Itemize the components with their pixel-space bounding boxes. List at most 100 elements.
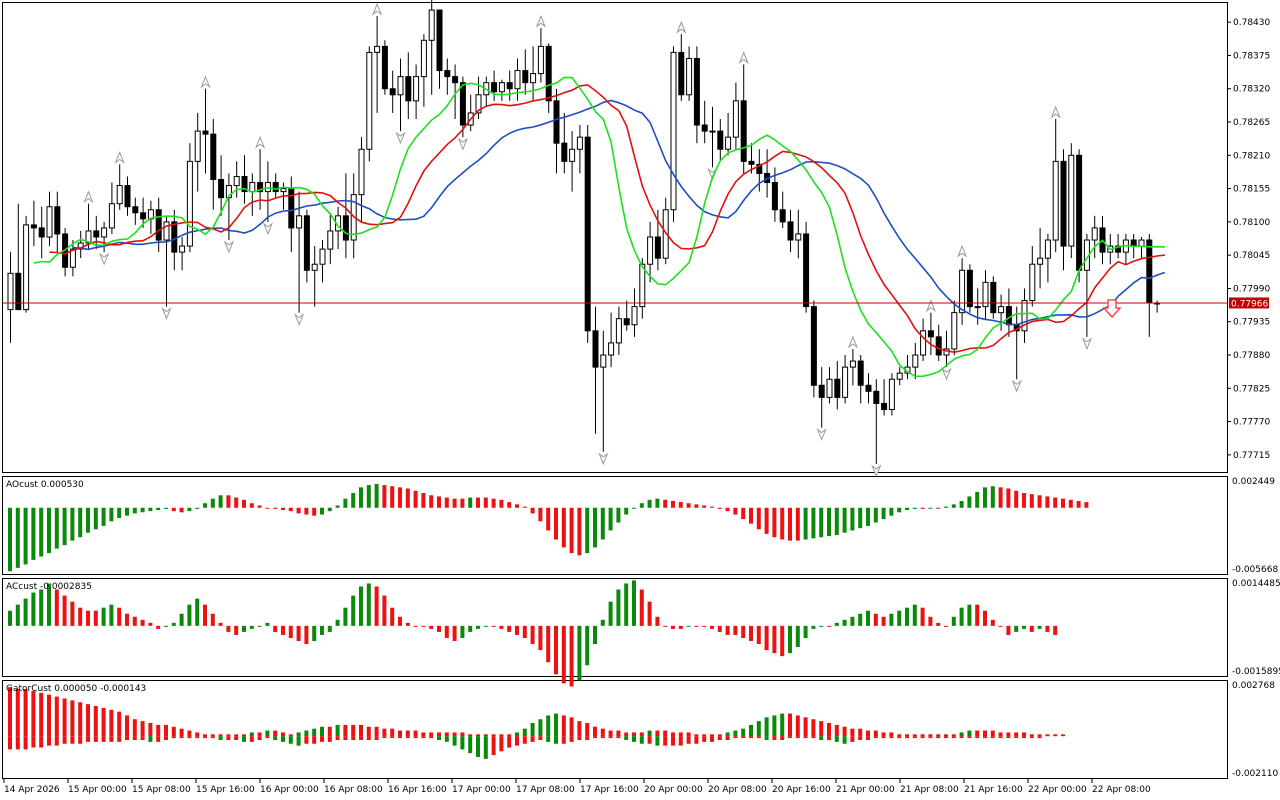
- histogram-bar: [608, 601, 613, 626]
- gator-lower-bar: [210, 736, 215, 739]
- histogram-bar: [125, 613, 129, 626]
- candle-body: [257, 182, 264, 193]
- histogram-bar: [483, 625, 488, 627]
- gator-lower-bar: [725, 736, 730, 740]
- candle-body: [210, 133, 217, 181]
- gator-upper-bar: [967, 730, 972, 737]
- candle-body: [725, 136, 732, 150]
- gator-lower-bar: [577, 736, 582, 740]
- gator-upper-bar: [819, 721, 824, 737]
- histogram-bar: [242, 625, 246, 632]
- ao-indicator-pane[interactable]: [2, 476, 1228, 575]
- gator-upper-bar: [850, 728, 855, 737]
- histogram-bar: [624, 507, 629, 515]
- gator-lower-bar: [741, 736, 746, 739]
- histogram-bar: [522, 625, 527, 638]
- gator-lower-bar: [897, 736, 902, 739]
- time-tick-label: 14 Apr 2026: [4, 785, 60, 795]
- gator-lower-bar: [538, 736, 543, 740]
- candle-body: [803, 233, 810, 308]
- gator-upper-bar: [93, 706, 98, 737]
- fractal-up-icon: [676, 20, 687, 34]
- time-tick-label: 21 Apr 16:00: [964, 785, 1023, 795]
- histogram-bar: [437, 625, 441, 632]
- candle: [998, 294, 1005, 331]
- histogram-bar: [359, 586, 363, 626]
- histogram-bar: [897, 507, 902, 513]
- gator-upper-bar: [881, 732, 886, 737]
- gator-lower-bar: [975, 736, 980, 739]
- gator-lower-bar: [967, 736, 972, 739]
- histogram-bar: [655, 498, 660, 508]
- candle: [163, 215, 170, 307]
- candle-body: [54, 206, 61, 235]
- candle: [342, 173, 349, 259]
- histogram-bar: [164, 625, 168, 627]
- histogram-bar: [858, 507, 863, 529]
- histogram-bar: [320, 625, 324, 635]
- ac-indicator-pane[interactable]: [2, 578, 1228, 677]
- gator-upper-bar: [834, 724, 839, 737]
- gator-lower-bar: [468, 736, 473, 754]
- gator-upper-bar: [1045, 734, 1050, 737]
- candle-body: [179, 245, 186, 253]
- gator-lower-bar: [288, 736, 293, 744]
- histogram-bar: [554, 625, 558, 675]
- candle-body: [686, 57, 693, 96]
- gator-upper-bar: [756, 721, 761, 737]
- candle: [506, 70, 513, 101]
- histogram-bar: [1014, 490, 1019, 508]
- histogram-bar: [8, 610, 12, 626]
- gator-upper-bar: [101, 707, 106, 737]
- gator-lower-bar: [343, 736, 348, 740]
- histogram-bar: [912, 507, 917, 509]
- gator-upper-bar: [530, 723, 535, 737]
- histogram-bar: [265, 507, 270, 509]
- candle: [608, 312, 615, 368]
- histogram-bar: [850, 507, 855, 531]
- histogram-bar: [31, 507, 36, 560]
- candle: [912, 342, 919, 380]
- candle: [530, 46, 537, 101]
- candle: [155, 197, 162, 253]
- histogram-bar: [990, 619, 995, 626]
- histogram-bar: [585, 507, 590, 554]
- histogram-bar: [249, 625, 254, 629]
- histogram-bar: [873, 613, 878, 626]
- histogram-bar: [296, 507, 301, 514]
- gator-upper-bar: [148, 723, 153, 737]
- histogram-bar: [413, 490, 418, 508]
- histogram-bar: [741, 625, 746, 638]
- candle: [452, 64, 459, 119]
- histogram-bar: [62, 507, 67, 546]
- histogram-bar: [78, 607, 83, 626]
- gator-upper-bar: [476, 734, 480, 737]
- time-tick-label: 16 Apr 08:00: [324, 785, 383, 795]
- gator-indicator-pane[interactable]: [2, 680, 1228, 779]
- gator-lower-bar: [320, 736, 324, 742]
- gator-lower-bar: [624, 736, 629, 740]
- gator-upper-bar: [733, 730, 738, 737]
- histogram-bar: [1068, 499, 1073, 508]
- histogram-bar: [203, 503, 207, 508]
- candle-body: [1068, 154, 1075, 247]
- candle: [1029, 246, 1036, 307]
- gator-upper-bar: [226, 734, 231, 737]
- candle-body: [303, 215, 310, 271]
- gator-upper-bar: [936, 734, 941, 737]
- gator-lower-bar: [15, 736, 20, 750]
- candle: [803, 221, 810, 313]
- histogram-bar: [54, 589, 59, 626]
- main-price-pane[interactable]: [2, 2, 1228, 473]
- histogram-bar: [15, 604, 20, 626]
- gator-upper-bar: [398, 730, 402, 737]
- gator-lower-bar: [944, 736, 948, 739]
- histogram-bar: [749, 507, 753, 524]
- candle: [701, 100, 708, 144]
- gator-lower-bar: [959, 736, 964, 739]
- gator-upper-bar: [288, 734, 293, 737]
- time-tick-label: 15 Apr 00:00: [68, 785, 127, 795]
- candle: [498, 79, 505, 101]
- histogram-bar: [889, 507, 894, 516]
